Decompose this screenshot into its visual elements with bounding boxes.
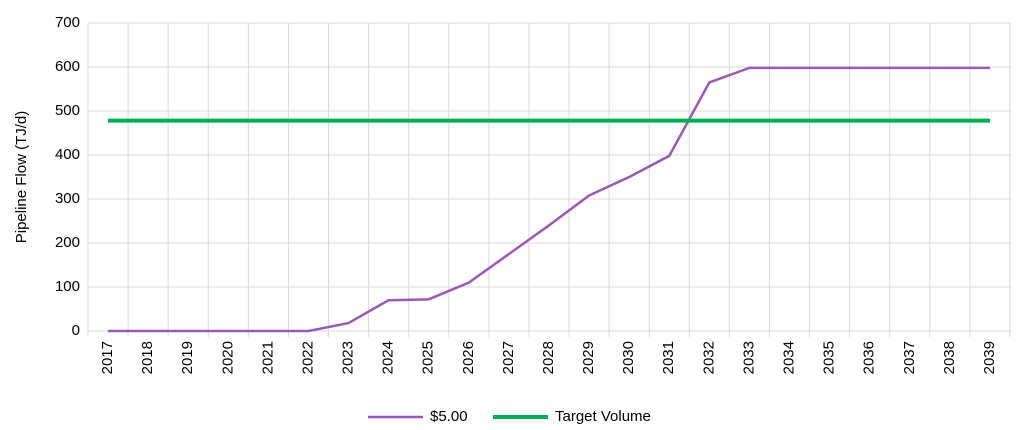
x-tick-label: 2036 [861,341,878,374]
x-tick-label: 2029 [580,341,597,374]
x-tick-label: 2021 [259,341,276,374]
x-tick-label: 2035 [821,341,838,374]
y-tick-label: 600 [55,58,80,75]
x-tick-label: 2020 [219,341,236,374]
x-tick-label: 2033 [740,341,757,374]
y-tick-label: 700 [55,14,80,31]
y-axis-label: Pipeline Flow (TJ/d) [13,111,30,244]
x-tick-label: 2028 [540,341,557,374]
x-tick-label: 2025 [420,341,437,374]
x-tick-label: 2026 [460,341,477,374]
x-tick-label: 2027 [500,341,517,374]
x-tick-label: 2039 [981,341,998,374]
y-tick-label: 400 [55,146,80,163]
y-tick-label: 100 [55,278,80,295]
x-tick-label: 2032 [700,341,717,374]
y-tick-label: 200 [55,234,80,251]
x-tick-label: 2023 [340,341,357,374]
y-tick-label: 500 [55,102,80,119]
x-tick-label: 2022 [299,341,316,374]
x-tick-label: 2024 [380,341,397,374]
x-tick-label: 2031 [660,341,677,374]
y-tick-label: 300 [55,190,80,207]
x-tick-label: 2018 [139,341,156,374]
y-tick-label: 0 [72,322,80,339]
legend-label: Target Volume [555,408,651,425]
x-tick-label: 2017 [99,341,116,374]
x-tick-label: 2034 [780,341,797,374]
x-tick-label: 2037 [901,341,918,374]
x-tick-label: 2019 [179,341,196,374]
legend-label: $5.00 [430,408,468,425]
series-line [108,66,990,333]
x-tick-label: 2030 [620,341,637,374]
x-tick-label: 2038 [941,341,958,374]
